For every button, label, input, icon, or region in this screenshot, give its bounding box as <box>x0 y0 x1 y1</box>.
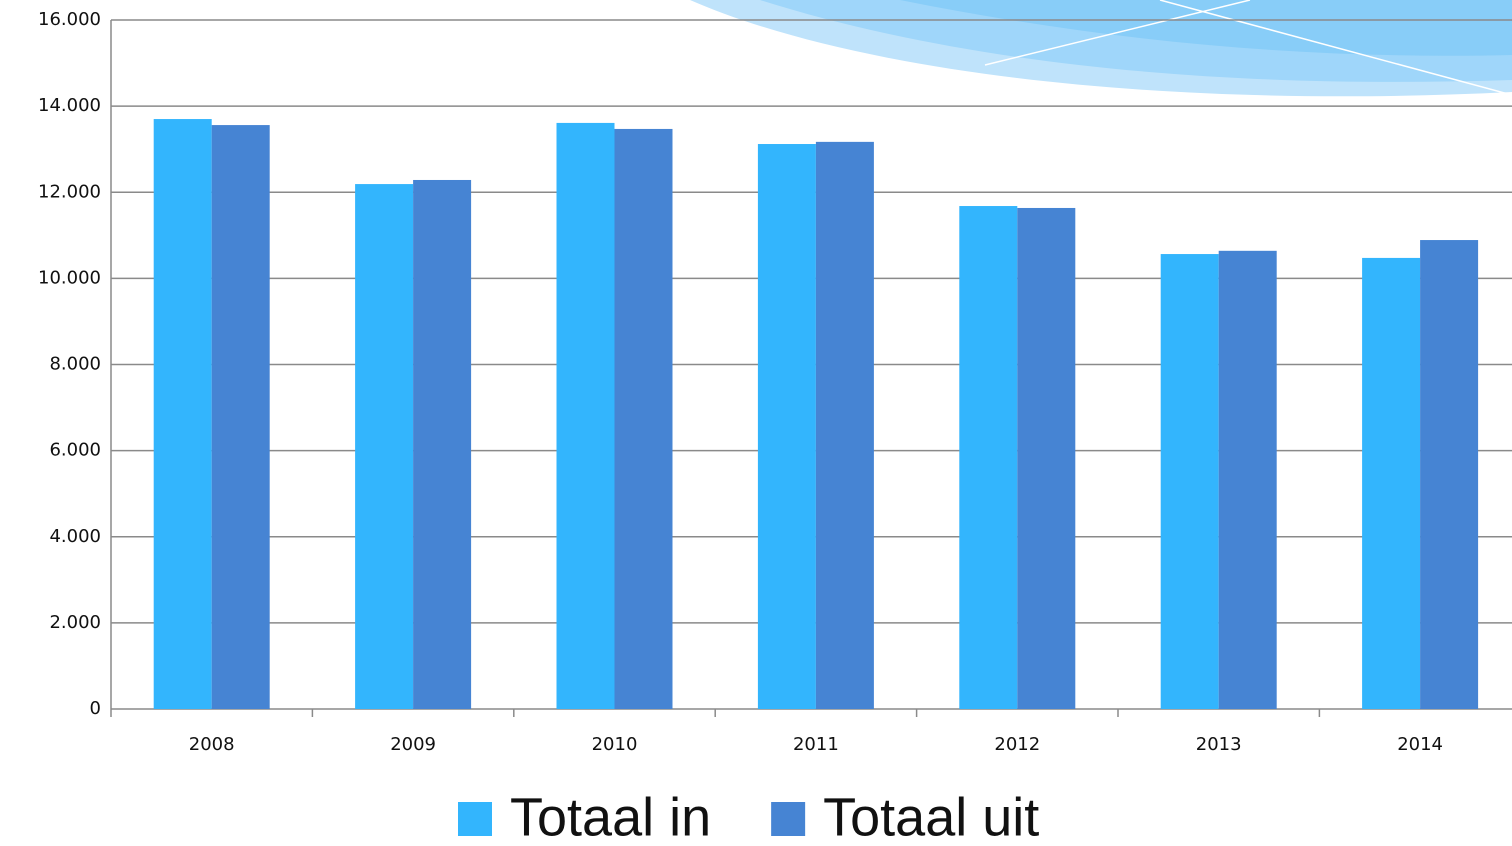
x-tick-label: 2009 <box>390 734 436 755</box>
legend-label: Totaal uit <box>823 787 1039 846</box>
decoration <box>690 0 1512 96</box>
x-tick-label: 2012 <box>994 734 1040 755</box>
bar <box>557 123 615 709</box>
bar <box>1420 240 1478 709</box>
bar <box>355 184 413 709</box>
bar <box>154 119 212 709</box>
bar <box>959 206 1017 709</box>
legend-swatch <box>771 802 805 836</box>
legend-label: Totaal in <box>510 787 711 846</box>
x-tick-label: 2008 <box>189 734 235 755</box>
bar <box>1362 258 1420 709</box>
bar <box>1017 208 1075 709</box>
y-tick-label: 4.000 <box>49 526 101 547</box>
y-tick-label: 10.000 <box>38 267 101 288</box>
page: {"chart_data": {"type": "bar", "categori… <box>0 0 1512 846</box>
y-tick-label: 14.000 <box>38 95 101 116</box>
chart: 0 2.000 4.000 6.000 8.000 10.000 12.000 14.000 1… <box>0 0 1512 846</box>
bar <box>615 129 673 709</box>
bar <box>1161 254 1219 709</box>
legend-swatch <box>458 802 492 836</box>
bar <box>413 180 471 709</box>
bar <box>1219 251 1277 709</box>
x-tick-label: 2014 <box>1397 734 1443 755</box>
y-tick-label: 0 <box>90 698 101 719</box>
y-tick-label: 8.000 <box>49 354 101 375</box>
y-tick-label: 16.000 <box>38 9 101 30</box>
bar <box>816 142 874 709</box>
bar <box>758 144 816 709</box>
bar <box>212 125 270 709</box>
x-tick-label: 2010 <box>592 734 638 755</box>
y-tick-label: 2.000 <box>49 612 101 633</box>
y-tick-label: 12.000 <box>38 181 101 202</box>
x-tick-label: 2013 <box>1196 734 1242 755</box>
y-tick-label: 6.000 <box>49 440 101 461</box>
x-tick-label: 2011 <box>793 734 839 755</box>
